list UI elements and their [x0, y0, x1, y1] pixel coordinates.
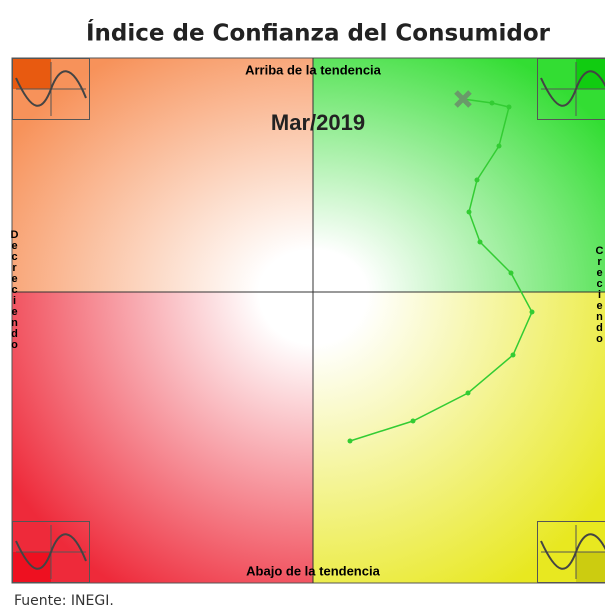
annotation: Arriba de la tendencia [245, 62, 382, 77]
annotation: Creciendo [595, 245, 604, 345]
point [347, 438, 353, 444]
point [410, 418, 416, 424]
point [510, 352, 516, 358]
chart-title: Índice de Confianza del Consumidor [86, 19, 551, 47]
source: Fuente: INEGI. [14, 593, 114, 609]
icon-fill [12, 58, 51, 89]
icon-fill [12, 552, 51, 583]
quadrant [313, 292, 605, 583]
point [529, 309, 535, 315]
annotation: Decreciendo [10, 229, 19, 351]
plot-border [11, 57, 605, 584]
point [506, 104, 512, 110]
point [508, 270, 514, 276]
point [466, 209, 472, 215]
quadrant [12, 58, 313, 292]
point [496, 143, 502, 149]
date-label: Mar/2019 [271, 110, 365, 135]
point [474, 177, 480, 183]
point [477, 239, 483, 245]
annotation: Abajo de la tendencia [246, 563, 380, 578]
current-marker [454, 90, 472, 108]
icon-fill [576, 552, 605, 583]
icon-fill [576, 58, 605, 89]
point [465, 390, 471, 396]
point [489, 100, 495, 106]
